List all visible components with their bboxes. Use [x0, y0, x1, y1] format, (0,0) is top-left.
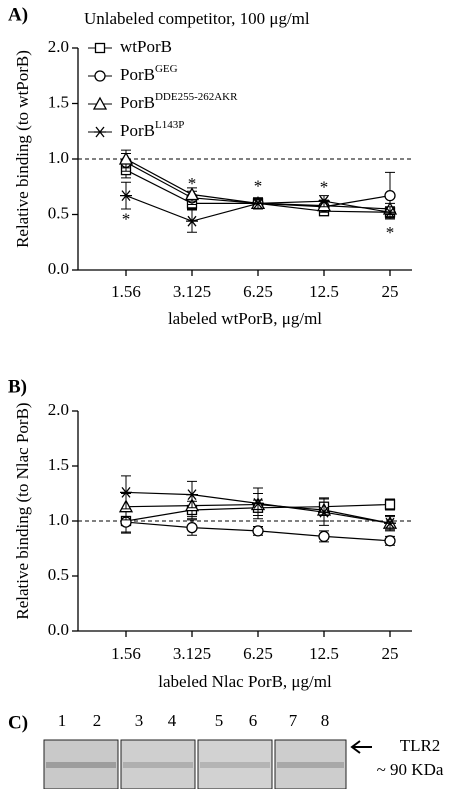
marker	[94, 127, 106, 137]
legend-name: PorB	[120, 65, 155, 84]
legend-name: wtPorB	[120, 37, 172, 56]
lane-label: 3	[135, 711, 144, 730]
marker	[386, 500, 395, 509]
y-axis-label: Relative binding (to wtPorB)	[13, 50, 32, 248]
y-axis-label: Relative binding (to Nlac PorB)	[13, 402, 32, 619]
y-tick-label: 1.5	[48, 455, 69, 474]
y-tick-label: 0.5	[48, 203, 69, 222]
x-tick-label: 12.5	[309, 282, 339, 301]
legend-label: wtPorB	[120, 37, 172, 56]
annotation: *	[254, 176, 263, 195]
legend-label: PorBL143P	[120, 119, 184, 140]
y-tick-label: 0.5	[48, 565, 69, 584]
x-tick-label: 25	[382, 282, 399, 301]
annotation: *	[122, 210, 131, 229]
marker	[96, 44, 105, 53]
blot-band	[277, 762, 344, 768]
x-tick-label: 1.56	[111, 282, 141, 301]
legend-name: PorB	[120, 93, 155, 112]
marker	[385, 191, 395, 201]
annotation: *	[188, 174, 197, 193]
lane-label: 5	[215, 711, 224, 730]
legend-label: PorBDDE255-262AKR	[120, 91, 238, 112]
x-tick-label: 12.5	[309, 644, 339, 663]
panel-label: B)	[8, 376, 27, 397]
x-tick-label: 6.25	[243, 644, 273, 663]
marker	[253, 526, 263, 536]
marker	[319, 531, 329, 541]
blot-band	[123, 762, 193, 768]
marker	[385, 536, 395, 546]
x-tick-label: 25	[382, 644, 399, 663]
lane-label: 8	[321, 711, 330, 730]
x-tick-label: 3.125	[173, 282, 211, 301]
lane-label: 4	[168, 711, 177, 730]
y-tick-label: 0.0	[48, 620, 69, 639]
lane-label: 2	[93, 711, 102, 730]
lane-label: 7	[289, 711, 298, 730]
marker	[95, 71, 105, 81]
panel-label: A)	[8, 4, 28, 25]
blot-size: ~ 90 KDa	[377, 760, 444, 779]
y-tick-label: 1.5	[48, 92, 69, 111]
chart-title: Unlabeled competitor, 100 μg/ml	[84, 9, 310, 28]
legend-name: PorB	[120, 121, 155, 140]
legend-label: PorBGEG	[120, 63, 178, 84]
legend-superscript: L143P	[155, 119, 184, 131]
x-axis-label: labeled wtPorB, μg/ml	[168, 309, 322, 328]
blot-band	[46, 762, 116, 768]
x-tick-label: 3.125	[173, 644, 211, 663]
blot-target: TLR2	[400, 736, 441, 755]
blot-band	[200, 762, 270, 768]
x-tick-label: 1.56	[111, 644, 141, 663]
lane-label: 6	[249, 711, 258, 730]
legend-superscript: GEG	[155, 63, 178, 75]
legend-superscript: DDE255-262AKR	[155, 91, 238, 103]
lane-label: 1	[58, 711, 67, 730]
annotation: *	[320, 177, 329, 196]
y-tick-label: 2.0	[48, 400, 69, 419]
figure: C) 1 2 3 4 5 6 7 8 TLR2 ~ 90 KDa A) Unlab…	[0, 0, 459, 789]
blot-panel: C) 1 2 3 4 5 6 7 8 TLR2 ~ 90 KDa	[8, 711, 444, 789]
arrow	[352, 741, 372, 753]
x-tick-label: 6.25	[243, 282, 273, 301]
y-tick-label: 2.0	[48, 37, 69, 56]
annotation: *	[386, 223, 395, 242]
x-axis-label: labeled Nlac PorB, μg/ml	[158, 672, 332, 691]
y-tick-label: 1.0	[48, 148, 69, 167]
y-tick-label: 0.0	[48, 259, 69, 278]
marker	[187, 523, 197, 533]
panel-label: C)	[8, 712, 28, 733]
y-tick-label: 1.0	[48, 510, 69, 529]
